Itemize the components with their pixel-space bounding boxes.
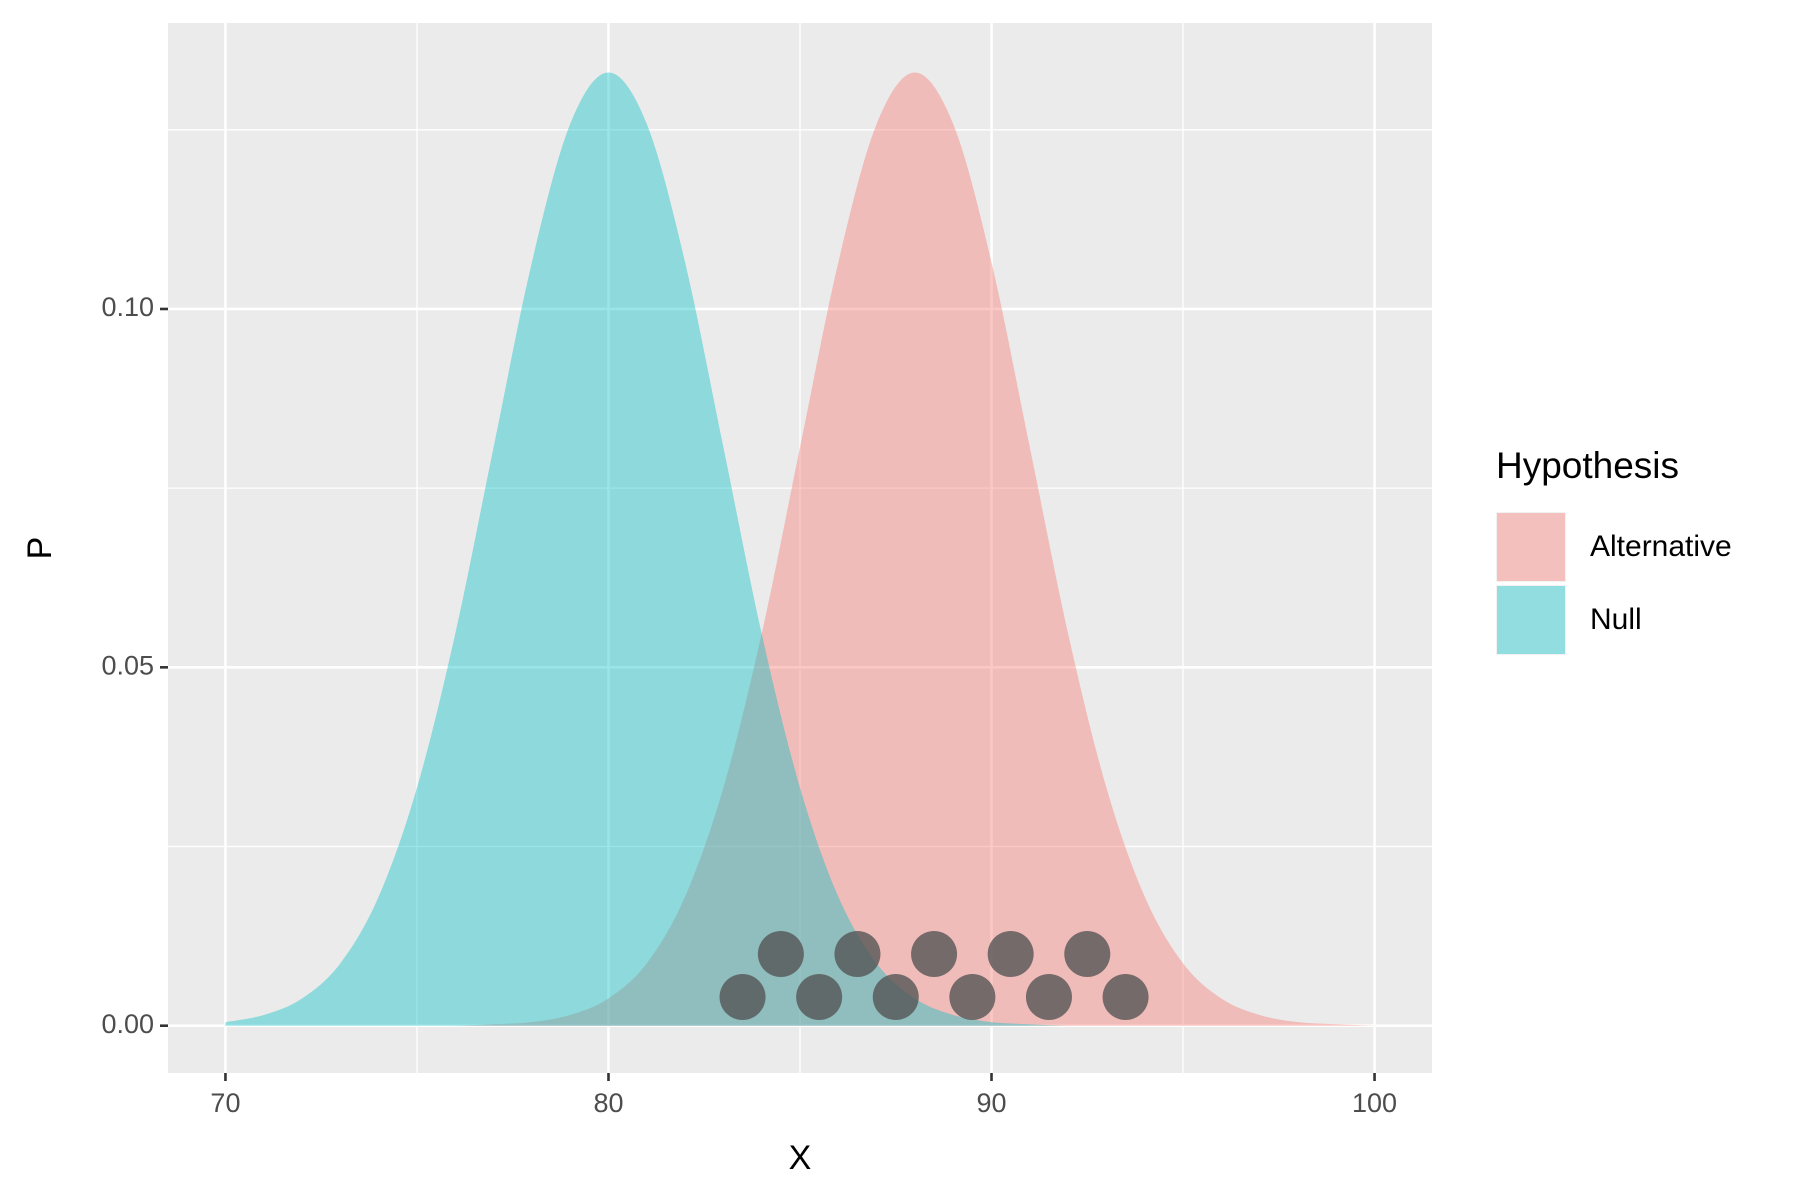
density-area xyxy=(225,72,1375,1026)
axes: 70 80 90 100 0.00 0.05 0.10 xyxy=(101,292,1397,1118)
y-tick-label: 0.05 xyxy=(101,650,154,680)
x-axis-title: X xyxy=(789,1139,812,1177)
density-area xyxy=(225,72,1375,1026)
plot-marks xyxy=(225,72,1375,1026)
data-point xyxy=(719,974,766,1021)
data-point xyxy=(911,931,958,978)
legend: Hypothesis Alternative Null xyxy=(1496,445,1732,655)
legend-key-background xyxy=(1496,585,1566,655)
x-tick-label: 80 xyxy=(593,1088,623,1118)
data-point xyxy=(1025,974,1072,1021)
x-tick-label: 90 xyxy=(976,1088,1006,1118)
legend-key xyxy=(1497,586,1565,654)
y-tick-label: 0.10 xyxy=(101,292,154,322)
legend-label: Alternative xyxy=(1590,530,1732,563)
data-point xyxy=(1064,931,1111,978)
data-point xyxy=(949,974,996,1021)
data-point xyxy=(834,931,881,978)
y-tick-label: 0.00 xyxy=(101,1009,154,1039)
data-point xyxy=(987,931,1034,978)
legend-label: Null xyxy=(1590,603,1642,636)
grid xyxy=(168,23,1432,1073)
y-axis-title: P xyxy=(21,537,59,560)
data-point xyxy=(1102,974,1149,1021)
data-point xyxy=(796,974,843,1021)
legend-key xyxy=(1497,513,1565,581)
legend-title: Hypothesis xyxy=(1496,445,1679,486)
data-point xyxy=(757,931,804,978)
x-tick-label: 100 xyxy=(1352,1088,1397,1118)
legend-key-background xyxy=(1496,512,1566,582)
data-point xyxy=(872,974,919,1021)
x-tick-label: 70 xyxy=(210,1088,240,1118)
